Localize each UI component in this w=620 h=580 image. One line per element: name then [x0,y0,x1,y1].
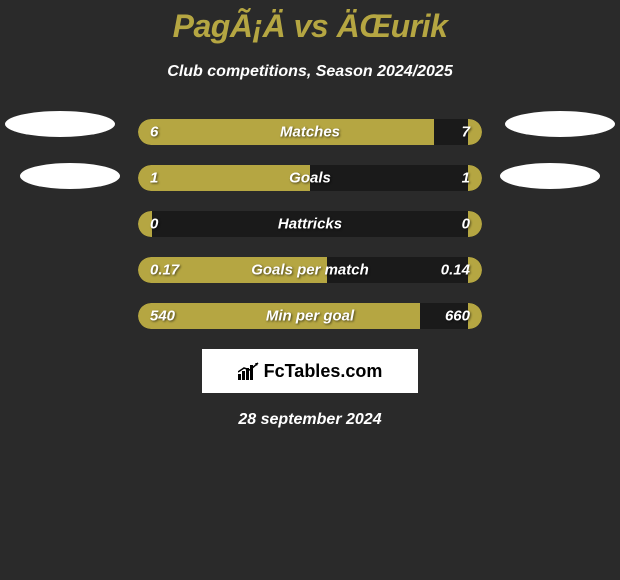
stat-value-left: 540 [150,308,175,325]
branding-box[interactable]: FcTables.com [202,349,418,393]
branding-text: FcTables.com [264,361,383,382]
stat-label: Min per goal [266,308,354,325]
comparison-date: 28 september 2024 [0,411,620,429]
stat-value-left: 1 [150,170,158,187]
comparison-title: PagÃ¡Ä vs ÄŒurik [0,0,620,45]
stat-label: Goals [289,170,331,187]
ellipse-icon [500,163,600,189]
bar-right [468,211,482,237]
bar-right [468,165,482,191]
stat-value-left: 0.17 [150,262,179,279]
bar-right [468,119,482,145]
stat-value-right: 660 [445,308,470,325]
stat-label: Goals per match [251,262,369,279]
ellipse-icon [505,111,615,137]
bar-right [468,303,482,329]
stat-value-right: 0.14 [441,262,470,279]
stat-row: 540 Min per goal 660 [138,303,482,329]
comparison-subtitle: Club competitions, Season 2024/2025 [0,63,620,81]
chart-bars-icon [238,362,260,380]
bar-left [138,165,310,191]
ellipse-icon [20,163,120,189]
stat-label: Matches [280,124,340,141]
stat-label: Hattricks [278,216,342,233]
stat-row: 6 Matches 7 [138,119,482,145]
stat-value-left: 0 [150,216,158,233]
stat-value-right: 7 [462,124,470,141]
team-logo-right [510,111,620,221]
stat-row: 0 Hattricks 0 [138,211,482,237]
team-logo-left [0,111,110,221]
ellipse-icon [5,111,115,137]
stat-row: 0.17 Goals per match 0.14 [138,257,482,283]
stat-value-right: 1 [462,170,470,187]
stat-row: 1 Goals 1 [138,165,482,191]
stats-container: 6 Matches 7 1 Goals 1 0 Hattricks 0 0.17… [0,119,620,329]
stat-value-left: 6 [150,124,158,141]
stat-value-right: 0 [462,216,470,233]
bar-right [468,257,482,283]
